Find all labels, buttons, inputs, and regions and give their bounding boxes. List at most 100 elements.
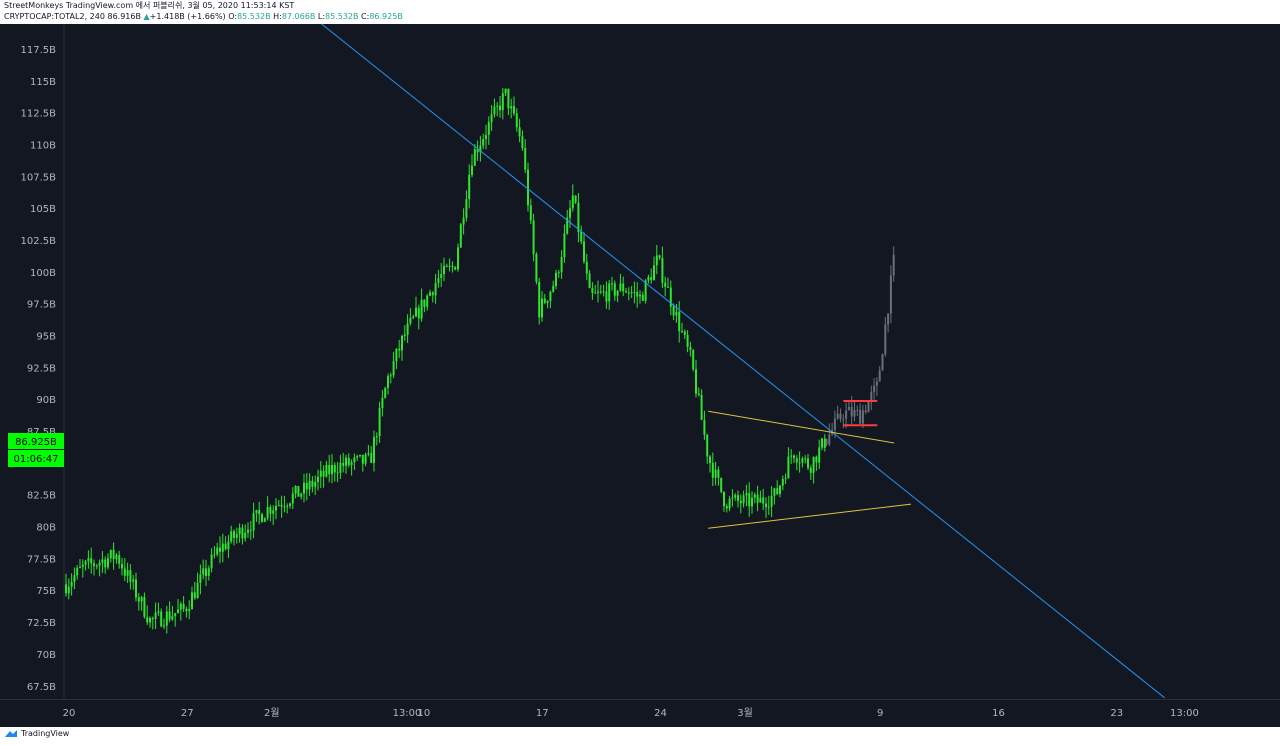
candle bbox=[101, 559, 104, 563]
price-tick-label: 82.5B bbox=[27, 491, 56, 502]
price-tick-label: 112.5B bbox=[21, 109, 57, 120]
candle bbox=[230, 531, 233, 542]
projection-candle bbox=[887, 313, 890, 325]
candle bbox=[714, 469, 717, 478]
price-chart[interactable]: 67.5B70B72.5B75B77.5B80B82.5B85B87.5B90B… bbox=[0, 24, 1280, 727]
candle bbox=[658, 255, 661, 258]
chart-header: StreetMonkeys TradingView.com 에서 퍼블리쉬, 3… bbox=[0, 0, 1280, 24]
candle bbox=[241, 527, 244, 539]
candle bbox=[462, 217, 465, 225]
candle bbox=[700, 395, 703, 420]
trendline-descending[interactable] bbox=[218, 24, 1165, 699]
candle bbox=[812, 456, 815, 473]
candle bbox=[87, 558, 90, 562]
candle bbox=[563, 233, 566, 258]
candle bbox=[403, 334, 406, 336]
candle bbox=[717, 469, 720, 478]
time-tick-label: 24 bbox=[654, 708, 667, 719]
candle bbox=[196, 582, 199, 599]
candle bbox=[168, 611, 171, 620]
candle bbox=[303, 482, 305, 494]
candle bbox=[613, 283, 616, 296]
candle bbox=[527, 169, 529, 206]
candle bbox=[401, 335, 403, 351]
candle bbox=[770, 496, 773, 507]
price-tick-label: 100B bbox=[30, 268, 56, 279]
candle bbox=[95, 565, 98, 567]
trendline-triangle-bottom[interactable] bbox=[708, 503, 912, 529]
candle bbox=[81, 564, 84, 567]
candle bbox=[630, 292, 633, 294]
candle bbox=[135, 579, 137, 598]
candle bbox=[426, 295, 429, 307]
candle bbox=[437, 278, 440, 283]
candle bbox=[126, 570, 129, 576]
last-price: 86.916B bbox=[107, 12, 141, 21]
candle bbox=[815, 456, 818, 463]
close-label: C: bbox=[361, 12, 370, 21]
candle bbox=[507, 88, 510, 109]
candle bbox=[420, 299, 423, 319]
candle bbox=[342, 462, 345, 466]
candle bbox=[765, 503, 767, 508]
candle bbox=[252, 513, 255, 531]
candle bbox=[616, 290, 619, 296]
candle bbox=[283, 506, 286, 508]
candle bbox=[205, 568, 207, 576]
candle bbox=[479, 145, 482, 153]
candle bbox=[90, 558, 93, 564]
candle bbox=[67, 586, 70, 594]
candle bbox=[823, 438, 826, 448]
candle bbox=[706, 434, 709, 457]
price-tick-label: 77.5B bbox=[27, 554, 56, 565]
candle bbox=[143, 597, 146, 617]
price-tick-label: 80B bbox=[36, 523, 56, 534]
candle bbox=[457, 247, 459, 270]
tradingview-brand[interactable]: TradingView bbox=[4, 729, 69, 738]
candle bbox=[409, 317, 412, 324]
candle bbox=[244, 532, 247, 539]
candle bbox=[322, 470, 325, 477]
candle bbox=[109, 550, 112, 559]
candle bbox=[353, 457, 356, 463]
plot-pane[interactable] bbox=[64, 24, 1274, 699]
candle bbox=[487, 122, 490, 135]
candle bbox=[165, 611, 168, 626]
candle bbox=[759, 497, 762, 503]
candle bbox=[493, 106, 496, 115]
price-change: +1.418B (+1.66%) bbox=[149, 12, 226, 21]
candle-series bbox=[65, 88, 826, 634]
candle bbox=[137, 597, 140, 602]
candle bbox=[319, 470, 322, 477]
candle bbox=[583, 241, 585, 262]
candle bbox=[429, 292, 431, 296]
projection-candle bbox=[870, 391, 873, 401]
candle bbox=[423, 299, 426, 307]
candle bbox=[552, 285, 555, 292]
candle bbox=[776, 488, 779, 494]
candle bbox=[191, 592, 193, 610]
candle bbox=[151, 618, 154, 619]
candle bbox=[501, 93, 504, 111]
candle bbox=[417, 307, 420, 319]
candle bbox=[359, 454, 361, 457]
candle bbox=[801, 458, 804, 463]
candle bbox=[104, 559, 107, 568]
candle bbox=[608, 283, 611, 302]
projection-candle bbox=[847, 407, 850, 411]
candle bbox=[599, 291, 602, 293]
candle bbox=[314, 482, 317, 487]
candle bbox=[594, 292, 597, 294]
candle bbox=[107, 558, 109, 568]
candle bbox=[790, 455, 793, 457]
price-tick-label: 105B bbox=[30, 204, 56, 215]
candle bbox=[669, 287, 672, 307]
candle bbox=[294, 486, 297, 494]
high-label: H: bbox=[273, 12, 282, 21]
low-value: 85.532B bbox=[325, 12, 359, 21]
candle bbox=[73, 575, 76, 582]
candle bbox=[798, 462, 801, 464]
candle bbox=[375, 436, 378, 438]
trendline-triangle-top[interactable] bbox=[708, 410, 895, 444]
